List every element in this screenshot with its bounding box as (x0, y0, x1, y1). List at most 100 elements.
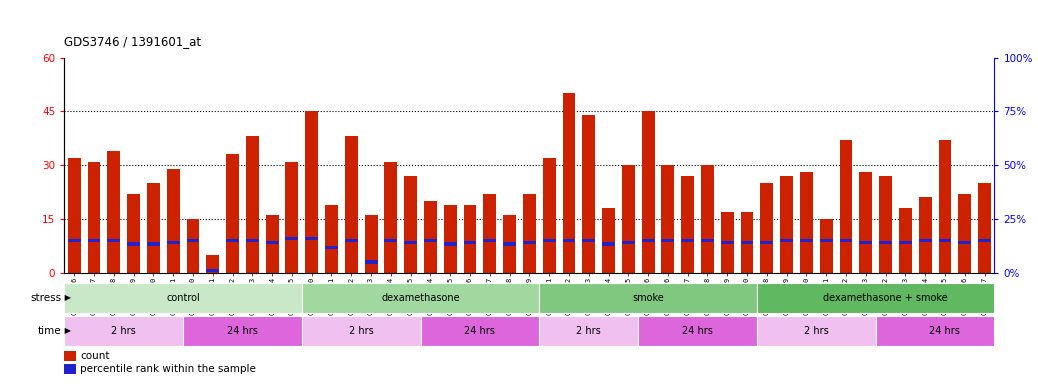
Bar (840, 140, 852, 273)
Bar (305, 111, 318, 273)
Bar (781, 239, 793, 242)
Bar (67, 158, 81, 273)
Bar (800, 172, 813, 273)
Bar (64, 351, 76, 361)
Bar (859, 172, 872, 273)
Text: stress: stress (30, 293, 61, 303)
Bar (207, 269, 219, 273)
Bar (147, 183, 160, 273)
Bar (404, 176, 417, 273)
Bar (302, 316, 420, 346)
Bar (364, 260, 378, 263)
Bar (641, 239, 655, 242)
Bar (741, 212, 754, 273)
Text: 24 hrs: 24 hrs (682, 326, 713, 336)
Bar (364, 215, 378, 273)
Bar (266, 240, 278, 244)
Bar (543, 158, 555, 273)
Bar (384, 162, 398, 273)
Bar (107, 239, 120, 242)
Bar (899, 240, 911, 244)
Bar (128, 194, 140, 273)
Bar (384, 239, 398, 242)
Text: 24 hrs: 24 hrs (929, 326, 960, 336)
Bar (840, 239, 852, 242)
Bar (424, 239, 437, 242)
Bar (879, 240, 892, 244)
Bar (107, 151, 120, 273)
Bar (207, 255, 219, 273)
Bar (938, 239, 952, 242)
Bar (800, 239, 813, 242)
Text: ▶: ▶ (62, 326, 72, 336)
Bar (266, 215, 278, 273)
Bar (543, 239, 555, 242)
Bar (64, 364, 76, 374)
Bar (503, 242, 516, 246)
Bar (978, 239, 991, 242)
Text: 2 hrs: 2 hrs (111, 326, 136, 336)
Bar (484, 194, 496, 273)
Bar (781, 176, 793, 273)
Bar (424, 201, 437, 273)
Bar (622, 165, 635, 273)
Bar (919, 197, 931, 273)
Bar (226, 239, 239, 242)
Bar (345, 239, 358, 242)
Bar (167, 169, 180, 273)
Bar (701, 165, 714, 273)
Bar (761, 183, 773, 273)
Text: count: count (80, 351, 110, 361)
Bar (420, 316, 540, 346)
Bar (563, 93, 575, 273)
Bar (919, 239, 931, 242)
Text: 24 hrs: 24 hrs (227, 326, 257, 336)
Bar (444, 242, 457, 246)
Bar (563, 239, 575, 242)
Bar (523, 194, 536, 273)
Bar (820, 219, 832, 273)
Bar (183, 316, 302, 346)
Bar (701, 239, 714, 242)
Text: 24 hrs: 24 hrs (464, 326, 495, 336)
Bar (87, 239, 101, 242)
Bar (147, 242, 160, 246)
Bar (757, 316, 876, 346)
Bar (582, 239, 595, 242)
Bar (503, 215, 516, 273)
Bar (582, 115, 595, 273)
Bar (938, 140, 952, 273)
Text: 2 hrs: 2 hrs (576, 326, 601, 336)
Bar (325, 205, 338, 273)
Bar (187, 219, 199, 273)
Bar (681, 176, 694, 273)
Bar (226, 154, 239, 273)
Text: control: control (166, 293, 200, 303)
Bar (523, 240, 536, 244)
Bar (540, 316, 638, 346)
Bar (64, 316, 183, 346)
Bar (87, 162, 101, 273)
Bar (444, 205, 457, 273)
Text: ▶: ▶ (62, 293, 72, 303)
Bar (464, 240, 476, 244)
Bar (958, 194, 972, 273)
Bar (404, 240, 417, 244)
Bar (859, 240, 872, 244)
Text: 2 hrs: 2 hrs (349, 326, 374, 336)
Bar (285, 162, 298, 273)
Bar (622, 240, 635, 244)
Text: dexamethasone: dexamethasone (381, 293, 460, 303)
Bar (484, 239, 496, 242)
Bar (64, 283, 302, 313)
Text: smoke: smoke (632, 293, 664, 303)
Bar (602, 208, 614, 273)
Bar (958, 240, 972, 244)
Text: GDS3746 / 1391601_at: GDS3746 / 1391601_at (64, 35, 201, 48)
Bar (464, 205, 476, 273)
Text: dexamethasone + smoke: dexamethasone + smoke (823, 293, 948, 303)
Bar (720, 240, 734, 244)
Bar (757, 283, 1014, 313)
Bar (638, 316, 757, 346)
Text: time: time (37, 326, 61, 336)
